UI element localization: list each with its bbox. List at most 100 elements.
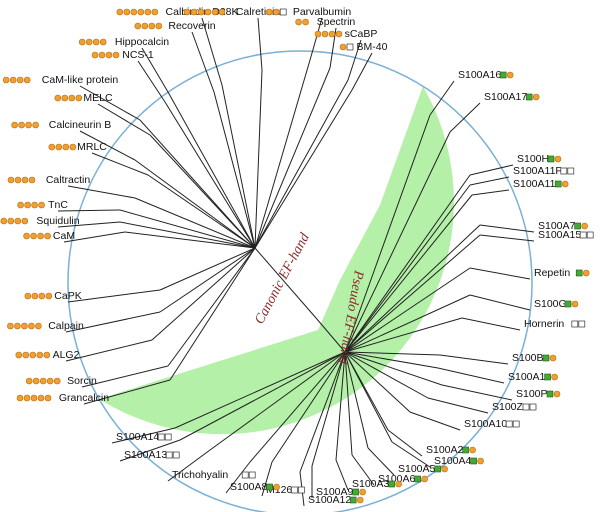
canonical-motif-icon	[395, 480, 402, 488]
empty-motif-icon	[505, 420, 513, 428]
branch-internal-33	[344, 351, 439, 369]
leaf-item: Sorcin	[25, 375, 97, 387]
leaf-label: Hornerin	[524, 318, 564, 330]
empty-motif-icon	[579, 231, 587, 239]
branch-canonical-trunk	[254, 247, 317, 319]
branch-internal-7	[167, 91, 256, 249]
leaf-label: Parvalbumin	[293, 6, 352, 18]
canonical-motif-icon	[144, 8, 152, 16]
leaf-label: S100A5	[398, 463, 436, 475]
canonical-motif-icon	[321, 30, 329, 38]
branch-leaf-0	[201, 17, 223, 86]
leaf-label: S100A8	[230, 481, 268, 493]
branch-internal-39	[344, 351, 369, 449]
canonical-motif-icon	[148, 22, 156, 30]
branch-leaf-25	[469, 176, 510, 186]
leaf-label: S100A11	[513, 178, 556, 190]
leaf-item: Squidulin	[0, 215, 80, 227]
empty-motif-icon	[291, 486, 298, 494]
branch-internal-22	[344, 114, 431, 353]
canonical-motif-icon	[190, 8, 198, 16]
canonical-motif-icon	[25, 377, 33, 385]
leaf-label: S100A10	[464, 418, 507, 430]
branch-internal-4	[254, 67, 331, 249]
canonical-motif-icon	[0, 217, 8, 225]
canonical-motif-icon	[183, 8, 191, 16]
branch-internal-2	[254, 69, 263, 249]
empty-motif-icon	[248, 471, 256, 479]
leaf-item: Calretinin	[183, 6, 280, 18]
leaf-item: S100H	[517, 153, 562, 165]
pseudo-motif-icon	[434, 465, 441, 473]
pseudo-motif-icon	[266, 483, 273, 491]
branch-internal-48	[174, 351, 346, 429]
leaf-item: S100A8	[230, 481, 280, 493]
empty-motif-icon	[157, 433, 165, 441]
empty-motif-icon	[512, 420, 520, 428]
branch-internal-42	[311, 351, 346, 467]
branch-leaf-47	[119, 439, 181, 462]
leaf-label: S100A7	[538, 220, 576, 232]
canonical-motif-icon	[43, 351, 51, 359]
canonical-motif-icon	[359, 488, 366, 496]
canonical-motif-icon	[38, 201, 45, 209]
leaf-label: BM-40	[357, 41, 388, 53]
canonical-motif-icon	[38, 292, 46, 300]
leaf-item: S100A17	[484, 91, 540, 103]
branch-internal-43	[299, 351, 346, 473]
canonical-motif-icon	[571, 300, 579, 308]
branch-leaf-15	[57, 221, 121, 228]
branch-leaf-1	[191, 31, 215, 93]
leaf-label: MRLC	[77, 141, 107, 153]
branch-leaf-2	[257, 17, 263, 71]
branch-leaf-34	[441, 384, 513, 401]
empty-motif-icon	[571, 320, 579, 328]
pseudo-motif-icon	[544, 373, 551, 381]
branch-leaf-23	[449, 102, 481, 133]
branch-internal-27	[344, 224, 481, 353]
branch-internal-17	[159, 247, 256, 291]
pseudo-motif-icon	[470, 457, 477, 465]
canonical-motif-icon	[53, 377, 61, 385]
branch-internal-24	[344, 174, 471, 353]
leaf-label: S100H	[517, 153, 549, 165]
branch-internal-47	[179, 351, 346, 441]
empty-motif-icon	[529, 403, 537, 411]
canonical-motif-icon	[314, 30, 322, 38]
canonical-motif-icon	[31, 201, 38, 209]
leaf-item: S100A16	[458, 69, 514, 81]
leaf-label: S100G	[534, 298, 567, 310]
canonical-motif-icon	[23, 76, 31, 84]
branch-leaf-38	[391, 441, 431, 468]
branch-leaf-31	[461, 317, 521, 331]
canonical-motif-icon	[554, 155, 562, 163]
leaf-item: S100Z	[492, 401, 537, 413]
branch-leaf-7	[141, 47, 169, 93]
branch-internal-0	[221, 84, 256, 249]
empty-motif-icon	[567, 167, 575, 175]
leaf-item: Trichohyalin	[172, 469, 256, 481]
leaf-item: S100A1	[508, 371, 558, 383]
empty-motif-icon	[241, 471, 249, 479]
branch-leaf-12	[91, 152, 149, 176]
branch-internal-5	[254, 79, 349, 249]
leaf-label: S100A4	[434, 455, 472, 467]
pseudo-motif-icon	[575, 269, 583, 277]
pseudo-ef-hand-region	[99, 86, 454, 435]
empty-motif-icon	[346, 43, 354, 51]
leaf-label: Spectrin	[317, 16, 356, 28]
branch-leaf-17	[67, 289, 161, 303]
leaf-item: CaM	[23, 230, 75, 242]
canonical-motif-icon	[561, 180, 569, 188]
canonical-motif-icon	[441, 465, 448, 473]
branch-internal-41	[335, 351, 346, 461]
canonical-motif-icon	[98, 51, 106, 59]
leaf-label: S100B	[512, 352, 544, 364]
branch-leaf-46	[167, 449, 211, 482]
branch-leaf-5	[347, 39, 362, 81]
canonical-motif-icon	[123, 8, 131, 16]
canonical-motif-icon	[21, 217, 29, 225]
branch-leaf-44	[261, 461, 273, 497]
canonical-motif-icon	[30, 232, 37, 240]
branch-internal-12	[147, 174, 256, 249]
